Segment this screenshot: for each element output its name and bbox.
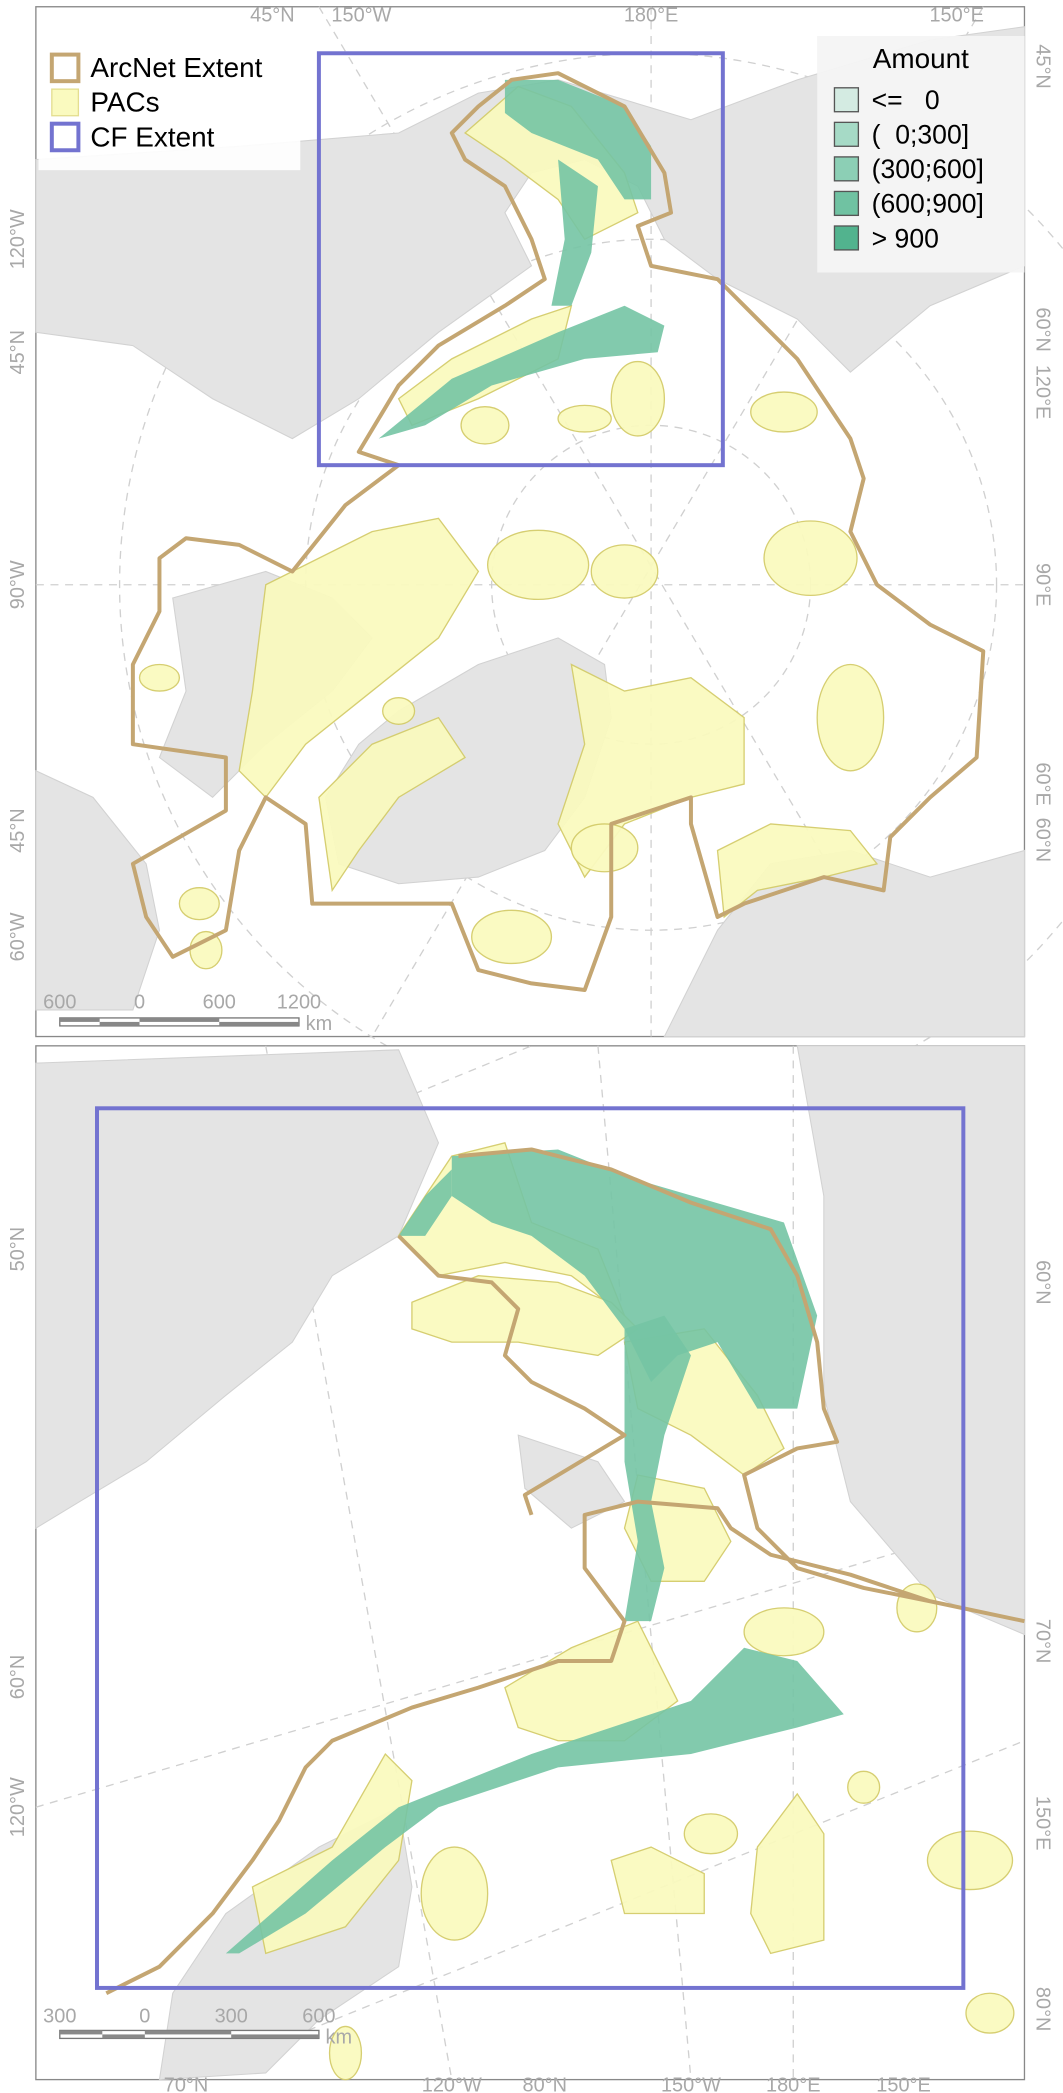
legend-label: > 900 xyxy=(872,223,939,253)
arcnet-extent-outline xyxy=(105,1147,1025,1996)
graticule-label: 120°E xyxy=(1031,365,1053,420)
scale-label: 600 xyxy=(203,992,236,1014)
legend-swatch xyxy=(833,225,860,251)
pacs xyxy=(251,1142,1015,2081)
graticule-label: 150°W xyxy=(331,4,391,26)
legend-swatch xyxy=(833,156,860,182)
legend-title: Amount xyxy=(873,43,969,74)
graticule-label: 60°N xyxy=(1031,818,1053,863)
legend-label: CF Extent xyxy=(90,121,214,152)
legend-label: (600;900] xyxy=(872,189,984,219)
graticule-label: 180°E xyxy=(624,4,679,26)
scale-bar: 600 0 600 1200 km xyxy=(43,992,332,1035)
graticule-label: 60°N xyxy=(1031,1260,1053,1305)
legend: ArcNet Extent PACs CF Extent xyxy=(38,37,301,171)
graticule-label: 60°N xyxy=(7,1655,29,1700)
graticule-label: 70°N xyxy=(164,2075,209,2093)
legend-label: ( 0;300] xyxy=(872,120,969,150)
graticule-label: 45°N xyxy=(250,4,295,26)
legend-label: PACs xyxy=(90,87,159,118)
amount-legend: Amount <= 0 ( 0;300] (300;600] (600;900]… xyxy=(817,35,1025,273)
graticule-label: 45°N xyxy=(7,330,29,375)
graticule-label: 50°N xyxy=(7,1227,29,1272)
scale-label: 600 xyxy=(43,992,76,1014)
cf-extent-box xyxy=(316,51,725,468)
graticule-label: 150°E xyxy=(876,2075,931,2093)
graticule-label: 70°N xyxy=(1031,1619,1053,1664)
graticule-label: 60°N xyxy=(1031,307,1053,352)
graticule-label: 150°E xyxy=(1031,1796,1053,1851)
graticule-label: 150°W xyxy=(661,2075,721,2093)
graticule-label: 120°W xyxy=(7,209,29,269)
legend-swatch xyxy=(833,121,860,147)
graticule-label: 90°W xyxy=(7,560,29,609)
scale-unit: km xyxy=(326,2027,353,2049)
cf-extent-box xyxy=(95,1106,966,1990)
legend-swatch xyxy=(49,121,81,153)
cf-amount xyxy=(378,79,665,439)
legend-swatch xyxy=(51,88,80,117)
arcnet-extent-outline xyxy=(130,71,986,993)
scale-bar: 300 0 300 600 km xyxy=(43,2005,352,2048)
legend-swatch xyxy=(49,52,81,84)
scale-label: 300 xyxy=(215,2005,248,2027)
scale-label: 0 xyxy=(139,2005,150,2027)
bottom-map: 50°N 60°N 120°W 60°N 70°N 150°E 80°N 70°… xyxy=(7,1045,1053,2093)
legend-label: (300;600] xyxy=(872,154,984,184)
legend-swatch xyxy=(833,87,860,113)
graticule-label: 120°W xyxy=(422,2075,482,2093)
graticule-label: 90°E xyxy=(1031,563,1053,606)
graticule-label: 60°E xyxy=(1031,762,1053,805)
graticule-label: 120°W xyxy=(7,1777,29,1837)
graticule-label: 180°E xyxy=(766,2075,821,2093)
legend-swatch xyxy=(833,190,860,217)
scale-label: 0 xyxy=(134,992,145,1014)
graticule-label: 80°N xyxy=(1031,1987,1053,2032)
graticule-label: 45°N xyxy=(7,808,29,853)
scale-label: 1200 xyxy=(277,992,321,1014)
scale-label: 300 xyxy=(43,2005,76,2027)
graticule-label: 80°N xyxy=(523,2075,568,2093)
graticule-label: 150°E xyxy=(929,4,984,26)
scale-unit: km xyxy=(306,1013,333,1035)
scale-label: 600 xyxy=(302,2005,335,2027)
graticule-label: 45°N xyxy=(1031,44,1053,89)
legend-box xyxy=(38,37,301,171)
legend-label: <= 0 xyxy=(872,85,940,115)
legend-label: ArcNet Extent xyxy=(90,52,262,83)
graticule-label: 60°W xyxy=(7,912,29,961)
top-map: 45°N 150°W 180°E 150°E 120°W 45°N 90°W 4… xyxy=(7,4,1063,1117)
